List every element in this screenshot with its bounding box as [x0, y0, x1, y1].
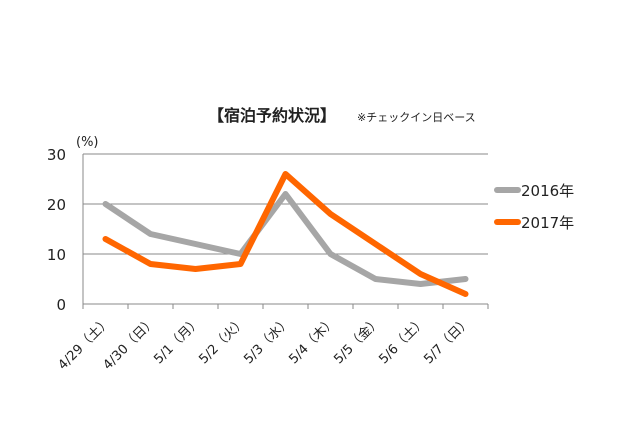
x-tick-label: 5/7（日）	[421, 314, 474, 367]
x-tick-label: 5/2（火）	[196, 314, 249, 367]
legend-label: 2017年	[521, 214, 574, 232]
y-tick-label: 10	[47, 246, 66, 264]
y-tick-label: 0	[56, 296, 66, 314]
x-tick-label: 5/3（水）	[241, 314, 294, 367]
x-tick-label: 5/6（土）	[376, 314, 429, 367]
x-tick-label: 5/1（月）	[151, 314, 204, 367]
y-tick-label: 20	[47, 196, 66, 214]
legend-label: 2016年	[521, 182, 574, 200]
x-tick-label: 5/4（木）	[286, 314, 339, 367]
chart-subtitle: ※チェックイン日ベース	[357, 111, 476, 124]
y-tick-label: 30	[47, 146, 66, 164]
y-axis-label: (%)	[76, 135, 99, 150]
chart-title: 【宿泊予約状況】	[208, 106, 336, 125]
x-tick-label: 5/5（金）	[331, 314, 385, 368]
